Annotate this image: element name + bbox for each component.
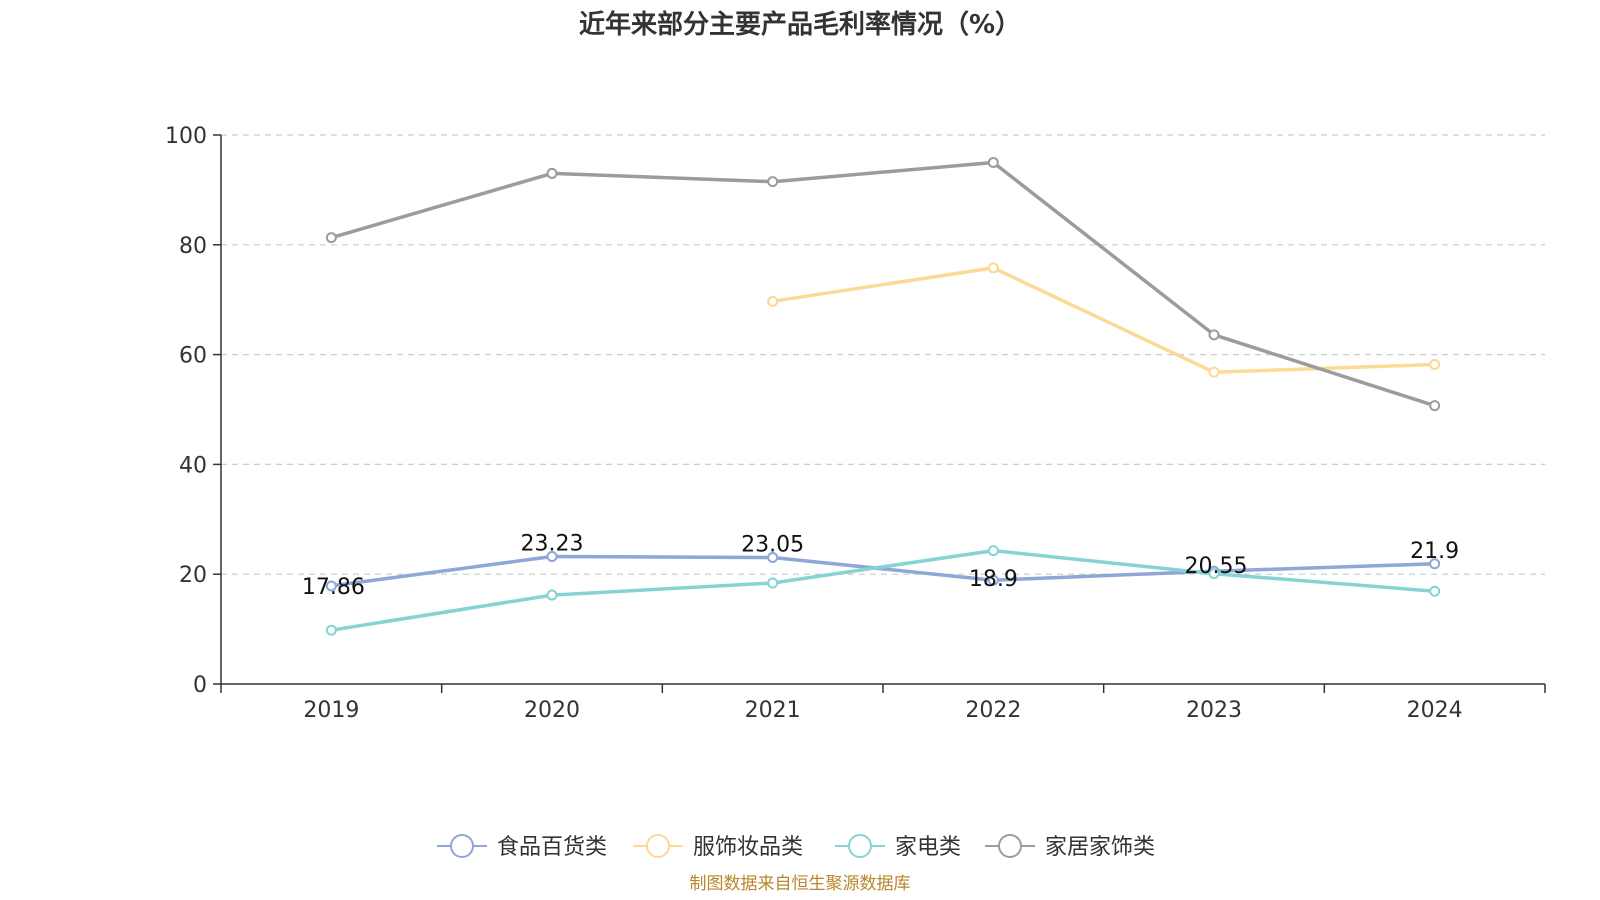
series-line	[331, 554, 1435, 588]
data-point[interactable]	[767, 577, 779, 589]
grid	[221, 134, 1545, 575]
data-label: 21.9	[1410, 539, 1459, 564]
legend-item-0[interactable]: 食品百货类	[437, 834, 607, 860]
series-0	[325, 550, 1441, 592]
data-point[interactable]	[987, 574, 999, 586]
series-1	[767, 262, 1441, 378]
series-line	[772, 266, 1435, 374]
data-label: 23.23	[521, 531, 584, 556]
x-tick-label: 2021	[745, 698, 801, 723]
data-point[interactable]	[546, 589, 558, 601]
source-note: 制图数据来自恒生聚源数据库	[690, 874, 911, 894]
x-tick-label: 2024	[1407, 698, 1463, 723]
legend-label: 家居家饰类	[1045, 835, 1155, 860]
legend-marker	[848, 834, 872, 858]
legend-label: 服饰妆品类	[693, 835, 803, 860]
data-labels: 17.86 23.23 23.05 18.9 20.55 21.9	[302, 531, 1459, 599]
data-point[interactable]	[987, 545, 999, 557]
data-point[interactable]	[767, 176, 779, 188]
data-point[interactable]	[1429, 400, 1441, 412]
legend-item-1[interactable]: 服饰妆品类	[633, 834, 803, 860]
series-2	[325, 545, 1441, 636]
legend-label: 家电类	[895, 835, 961, 860]
y-tick-label: 80	[179, 234, 207, 259]
chart-title: 近年来部分主要产品毛利率情况（%）	[579, 9, 1021, 40]
y-tick-label: 100	[165, 124, 207, 149]
x-tick-label: 2023	[1186, 698, 1242, 723]
x-tick-label: 2022	[965, 698, 1021, 723]
y-tick-label: 40	[179, 453, 207, 478]
data-label: 23.05	[741, 532, 804, 557]
series-line	[330, 160, 1436, 408]
data-point[interactable]	[325, 580, 337, 592]
data-point[interactable]	[767, 295, 779, 307]
legend-marker	[646, 834, 670, 858]
data-point[interactable]	[1208, 568, 1220, 580]
data-point[interactable]	[1429, 585, 1441, 597]
data-point[interactable]	[546, 550, 558, 562]
data-label: 20.55	[1185, 554, 1248, 579]
legend-item-3[interactable]: 家居家饰类	[985, 834, 1155, 860]
legend-marker	[998, 834, 1022, 858]
legend-marker	[450, 834, 474, 858]
legend-label: 食品百货类	[497, 835, 607, 860]
series-3	[325, 156, 1441, 412]
data-point[interactable]	[1429, 558, 1441, 570]
data-point[interactable]	[325, 624, 337, 636]
y-tick-label: 0	[193, 673, 207, 698]
data-point[interactable]	[546, 167, 558, 179]
x-tick-label: 2020	[524, 698, 580, 723]
data-point[interactable]	[767, 551, 779, 563]
series-line	[331, 548, 1435, 632]
data-point[interactable]	[987, 156, 999, 168]
x-tick-label: 2019	[303, 698, 359, 723]
data-point[interactable]	[1429, 358, 1441, 370]
y-tick-label: 60	[179, 344, 207, 369]
data-point[interactable]	[1208, 366, 1220, 378]
y-tick-label: 20	[179, 563, 207, 588]
legend[interactable]: 食品百货类 服饰妆品类 家电类 家居家饰类	[437, 834, 1155, 860]
data-point[interactable]	[987, 262, 999, 274]
data-point[interactable]	[325, 232, 337, 244]
data-label: 17.86	[302, 575, 365, 600]
data-point[interactable]	[1208, 329, 1220, 341]
axes: 0 20 40 60 80 100 2019 2020 2021 2022 2023 2024	[165, 124, 1546, 723]
series-group	[325, 156, 1441, 636]
data-label: 18.9	[969, 567, 1018, 592]
legend-item-2[interactable]: 家电类	[835, 834, 961, 860]
